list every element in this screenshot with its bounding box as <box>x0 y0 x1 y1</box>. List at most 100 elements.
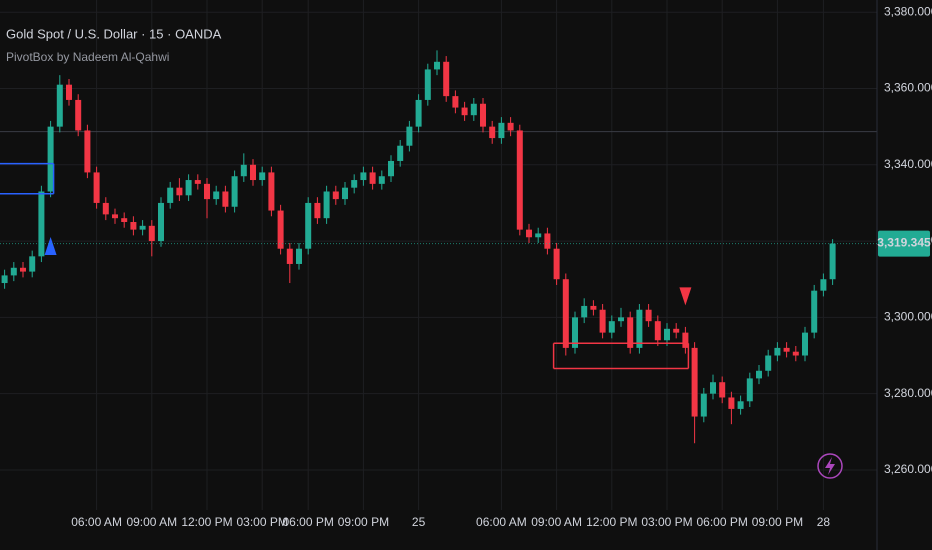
candle-body <box>737 401 744 409</box>
candle-body <box>332 191 339 200</box>
y-tick-label: 3,360.000 <box>884 81 932 95</box>
candle-body <box>783 347 790 352</box>
candle-body <box>673 328 680 333</box>
x-tick-label: 09:00 PM <box>752 515 803 529</box>
signal-marker <box>679 287 692 306</box>
x-tick-label: 06:00 PM <box>697 515 748 529</box>
candle-body <box>167 187 174 203</box>
candle-body <box>415 99 422 127</box>
candle-body <box>47 126 54 192</box>
candle-body <box>774 347 781 356</box>
x-tick-label: 09:00 AM <box>531 515 582 529</box>
x-tick-label: 12:00 PM <box>181 515 232 529</box>
candle-body <box>535 233 542 238</box>
candle-body <box>608 321 615 333</box>
candle-body <box>480 103 486 127</box>
candle-body <box>148 225 155 242</box>
candle-body <box>75 99 82 131</box>
x-tick-label: 09:00 PM <box>338 515 389 529</box>
candle-body <box>351 180 358 188</box>
candle-body <box>176 187 183 196</box>
candle-body <box>286 248 293 264</box>
candle-body <box>240 164 247 177</box>
candle-body <box>599 309 606 333</box>
y-tick-label: 3,340.000 <box>884 157 932 171</box>
candle-body <box>10 267 17 276</box>
candle-body <box>194 180 201 184</box>
signal-marker <box>44 237 57 256</box>
x-tick-label: 12:00 PM <box>586 515 637 529</box>
x-tick-label: 06:00 AM <box>71 515 122 529</box>
candle-body <box>664 328 670 341</box>
x-tick-label: 28 <box>817 515 831 529</box>
candle-body <box>222 191 229 207</box>
y-tick-label: 3,380.000 <box>884 4 932 18</box>
x-tick-label: 03:00 PM <box>641 515 692 529</box>
candle-body <box>397 145 404 161</box>
candle-body <box>29 256 36 272</box>
y-tick-label: 3,260.000 <box>884 462 932 476</box>
lightning-icon[interactable] <box>817 453 843 479</box>
candle-body <box>139 225 146 230</box>
candle-body <box>424 69 431 100</box>
candle-body <box>342 187 348 200</box>
candle-body <box>259 172 266 181</box>
candle-body <box>572 317 578 348</box>
candle-body <box>66 84 72 100</box>
candle-body <box>296 248 302 264</box>
candle-body <box>682 332 689 348</box>
candle-body <box>121 218 128 223</box>
candle-body <box>802 332 808 356</box>
candle-body <box>130 222 137 230</box>
candle-body <box>360 172 367 181</box>
candle-body <box>645 309 652 322</box>
candle-body <box>516 130 523 230</box>
candle-body <box>93 172 100 203</box>
x-tick-label: 09:00 AM <box>126 515 177 529</box>
x-tick-label: 06:00 AM <box>476 515 527 529</box>
candle-body <box>268 172 275 211</box>
candle-body <box>691 347 698 417</box>
candle-body <box>792 351 799 356</box>
indicator-name: PivotBox by Nadeem Al-Qahwi <box>6 50 169 64</box>
grid <box>0 0 877 510</box>
y-tick-label: 3,280.000 <box>884 386 932 400</box>
candle-body <box>765 355 772 371</box>
candle-body <box>84 130 91 173</box>
last-price-tag <box>878 230 930 257</box>
x-tick-label: 06:00 PM <box>283 515 334 529</box>
candle-body <box>102 202 109 215</box>
candle-body <box>388 160 394 177</box>
y-tick-label: 3,300.000 <box>884 310 932 324</box>
candle-body <box>746 378 753 402</box>
candle-body <box>820 279 827 291</box>
plot-area <box>0 50 877 444</box>
candle-body <box>452 96 459 108</box>
candle-body <box>526 229 532 238</box>
candle-body <box>811 290 818 333</box>
candle-body <box>553 248 560 280</box>
candle-body <box>470 103 477 116</box>
candle-body <box>829 243 836 280</box>
candle-body <box>434 61 440 70</box>
x-tick-label: 03:00 PM <box>237 515 288 529</box>
last-price-label: 3,319.345 <box>877 236 931 250</box>
candle-body <box>38 191 45 257</box>
candle-body <box>590 305 597 310</box>
candle-body <box>654 321 661 341</box>
candle-body <box>719 382 726 398</box>
candle-body <box>158 202 164 242</box>
candle-body <box>728 397 735 409</box>
candle-body <box>378 176 385 184</box>
chart-title: Gold Spot / U.S. Dollar · 15 · OANDA <box>6 26 222 41</box>
candle-body <box>112 214 118 219</box>
candle-body <box>710 382 716 394</box>
candle-body <box>277 210 284 249</box>
candle-body <box>369 172 376 184</box>
candle-body <box>562 279 569 348</box>
candle-body <box>636 309 643 348</box>
candle-body <box>406 126 413 146</box>
candle-body <box>443 61 450 97</box>
candle-body <box>314 202 321 219</box>
